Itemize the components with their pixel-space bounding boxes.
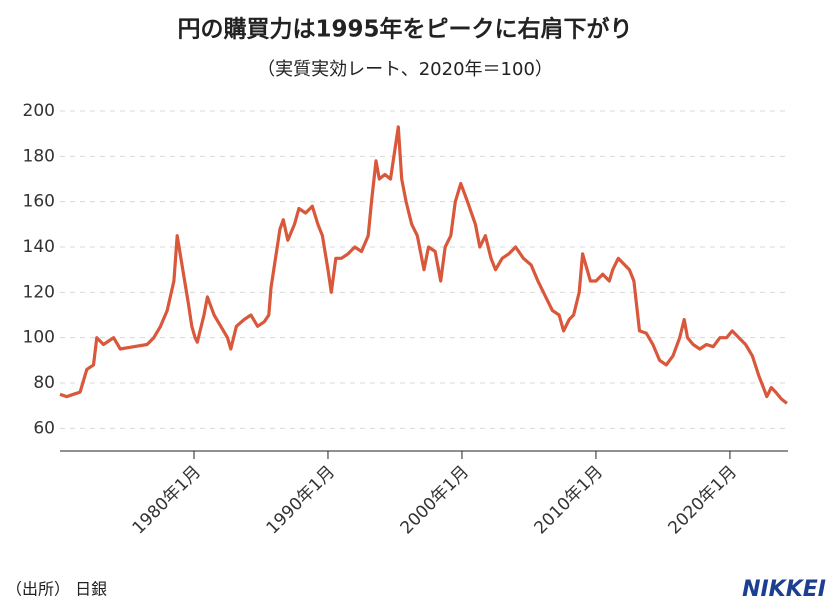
x-tick-label: 1980年1月 [129, 462, 205, 538]
line-series [59, 125, 788, 405]
y-tick-label: 140 [23, 237, 55, 257]
source: （出所） 日銀 [6, 580, 107, 599]
y-tick-label: 120 [23, 282, 55, 302]
y-tick-label: 80 [33, 373, 55, 393]
y-tick-label: 160 [23, 192, 55, 212]
x-tick-label: 2000年1月 [397, 462, 473, 538]
x-tick-label: 1990年1月 [263, 462, 339, 538]
y-tick-label: 180 [23, 146, 55, 166]
y-tick-label: 60 [33, 418, 55, 438]
chart-title: 円の購買力は1995年をピークに右肩下がり [177, 16, 632, 43]
x-tick-label: 2010年1月 [531, 462, 607, 538]
chart-subtitle: （実質実効レート、2020年＝100） [257, 59, 553, 80]
y-tick-label: 200 [23, 101, 55, 121]
y-tick-label: 100 [23, 328, 55, 348]
x-tick-label: 2020年1月 [665, 462, 741, 538]
logo: NIKKEI [742, 577, 826, 602]
